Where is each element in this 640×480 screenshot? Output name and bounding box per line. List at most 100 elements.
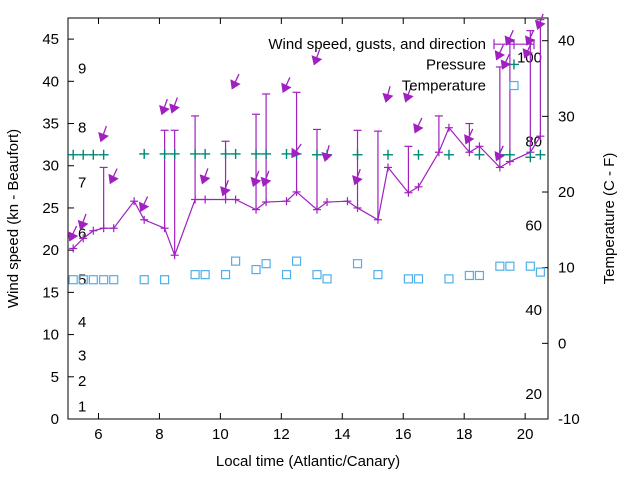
- arrow-head: [413, 123, 424, 134]
- beaufort-label: 5: [78, 272, 86, 289]
- wind-direction-arrow: [98, 125, 109, 143]
- wind-direction-arrow: [220, 179, 231, 197]
- arrow-head: [281, 82, 292, 94]
- y-tick-label-left: 0: [51, 411, 59, 428]
- arrow-head: [159, 105, 170, 116]
- temperature-marker: [281, 270, 292, 280]
- temperature-marker: [495, 261, 505, 271]
- x-tick-label: 20: [517, 426, 534, 443]
- temperature-marker: [220, 270, 231, 280]
- wind-direction-arrow: [352, 168, 363, 186]
- x-tick-label: 6: [94, 426, 102, 443]
- arrow-head: [169, 103, 180, 114]
- y-tick-label-left: 30: [42, 158, 59, 175]
- arrow-head: [494, 50, 506, 61]
- axis-titles: Local time (Atlantic/Canary) Wind speed (…: [5, 129, 618, 470]
- arrow-head: [504, 35, 515, 46]
- y-tick-label-right: 10: [558, 260, 575, 277]
- arrow-head: [311, 55, 323, 66]
- wind-direction-arrow: [169, 97, 180, 114]
- arrow-head: [291, 147, 302, 159]
- right-axis-ticks: -10 0 10 20 30 40: [542, 33, 580, 428]
- temperature-marker: [200, 270, 210, 280]
- wind-speed-line: [69, 123, 545, 260]
- temperature-marker: [261, 259, 271, 269]
- beaufort-label: 4: [78, 314, 86, 331]
- temperature-marker: [413, 274, 424, 284]
- wind-direction-arrow: [504, 29, 515, 46]
- y-tick-label-left: 40: [42, 73, 59, 90]
- wind-direction-arrow: [534, 13, 546, 31]
- arrow-head: [67, 231, 79, 242]
- arrow-head: [260, 176, 272, 188]
- wind-direction-arrow: [464, 128, 475, 145]
- temperature-marker: [160, 275, 170, 285]
- wind-direction-arrow: [321, 145, 333, 162]
- temperature-marker: [444, 274, 454, 284]
- legend-direction-arrow: [494, 44, 506, 61]
- y-tick-label-left: 15: [42, 284, 59, 301]
- gust-bars: [99, 19, 545, 256]
- temperature-marker: [190, 270, 200, 280]
- wind-direction-arrow: [67, 225, 79, 242]
- x-tick-label: 16: [395, 426, 412, 443]
- y-tick-label-left: 25: [42, 200, 59, 217]
- y-tick-label-left: 45: [42, 31, 59, 48]
- y-tick-label-right: 40: [558, 33, 575, 50]
- temperature-marker: [291, 256, 302, 266]
- axes-group: [67, 17, 549, 420]
- wind-direction-arrow: [260, 170, 272, 188]
- wind-speed-polyline: [72, 126, 541, 257]
- y-tick-label-right: 30: [558, 108, 575, 125]
- fahrenheit-labels: 20 40 60 80 100: [517, 49, 542, 403]
- wind-direction-arrows: [67, 13, 546, 242]
- temperature-marker: [505, 261, 515, 271]
- wind-direction-arrow: [138, 196, 150, 213]
- beaufort-scale-labels: 1 2 3 4 5 6 7 8 9: [78, 61, 86, 416]
- y-tick-label-right: 0: [558, 335, 566, 352]
- y-axis-title-left: Wind speed (kn - Beaufort): [5, 129, 22, 308]
- wind-direction-arrow: [291, 143, 302, 159]
- temperature-marker: [525, 261, 535, 271]
- arrow-head: [522, 48, 534, 59]
- y-tick-label-right: -10: [558, 411, 580, 428]
- temperature-marker: [474, 270, 485, 281]
- arrow-head: [77, 219, 89, 231]
- beaufort-label: 9: [78, 61, 86, 78]
- fahrenheit-label: 60: [525, 217, 542, 234]
- wind-direction-arrow: [199, 168, 211, 185]
- legend-label-wind: Wind speed, gusts, and direction: [268, 36, 486, 53]
- temperature-marker: [251, 264, 261, 275]
- pressure-markers: [68, 148, 546, 163]
- arrow-head: [525, 35, 536, 46]
- legend-label-pressure: Pressure: [426, 56, 486, 73]
- temperature-marker: [68, 275, 78, 285]
- x-axis-ticks: 6 8 10 12 14 16 18 20: [94, 18, 533, 443]
- arrow-head: [464, 134, 475, 145]
- wind-direction-arrow: [108, 168, 119, 185]
- temperature-marker: [352, 259, 363, 269]
- x-tick-label: 18: [456, 426, 473, 443]
- x-tick-label: 8: [155, 426, 163, 443]
- temperature-markers: [68, 256, 545, 285]
- wind-direction-arrow: [494, 145, 505, 162]
- temperature-marker: [403, 274, 414, 284]
- wind-direction-arrow: [402, 86, 414, 103]
- arrow-head: [494, 150, 505, 162]
- beaufort-label: 3: [78, 348, 86, 365]
- temperature-marker: [464, 270, 474, 281]
- arrow-head: [321, 151, 333, 162]
- x-tick-label: 12: [273, 426, 290, 443]
- wind-direction-arrow: [311, 49, 323, 66]
- y-tick-label-left: 35: [42, 116, 59, 133]
- arrow-head: [199, 174, 211, 185]
- wind-direction-arrow: [77, 213, 89, 231]
- legend-pressure-arrow: [500, 53, 512, 70]
- fahrenheit-label: 100: [517, 49, 542, 66]
- arrow-head: [138, 201, 150, 213]
- wind-direction-arrow: [159, 98, 170, 116]
- x-tick-label: 10: [212, 426, 229, 443]
- beaufort-label: 2: [78, 373, 86, 390]
- temperature-marker: [88, 275, 98, 285]
